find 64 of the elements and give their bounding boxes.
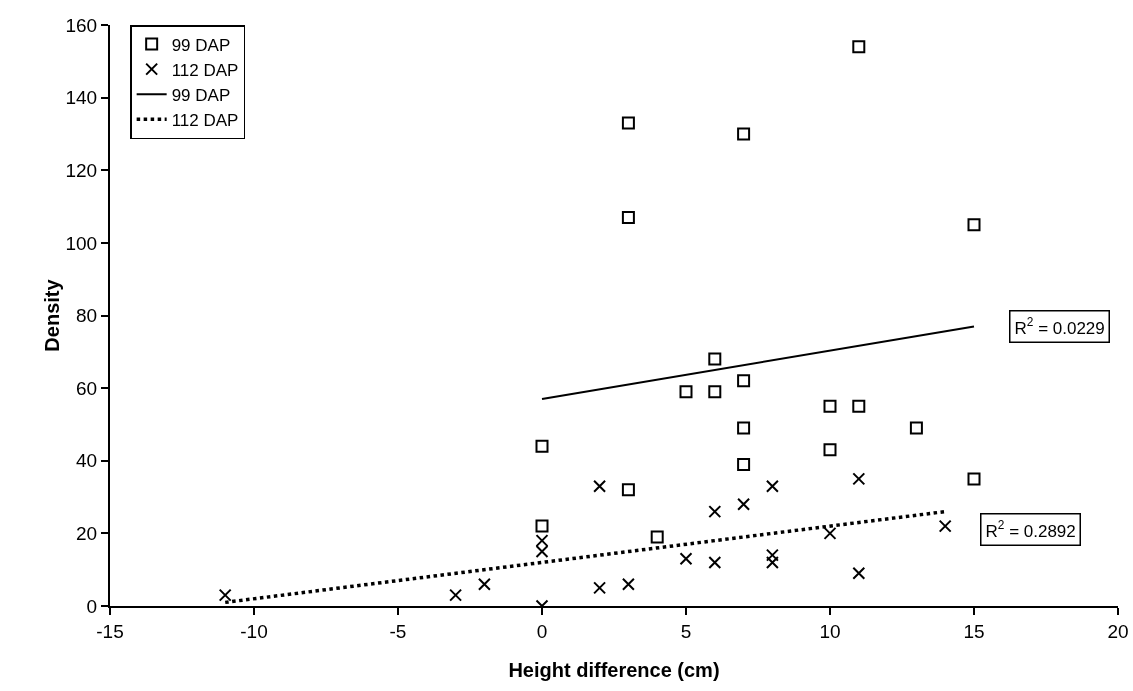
annotation: R$^{2}$ = 0.0229 <box>1014 315 1105 338</box>
y-tick-label: 160 <box>65 14 98 36</box>
x-tick-label: -15 <box>96 620 124 642</box>
point <box>708 352 722 366</box>
legend-label: 99 DAP <box>171 35 231 55</box>
point <box>852 399 866 413</box>
point <box>650 530 664 544</box>
point <box>909 421 923 435</box>
point <box>679 552 693 566</box>
x-tick-label: 5 <box>680 620 692 642</box>
x-tick-label: -10 <box>240 620 268 642</box>
point <box>852 472 866 486</box>
point <box>621 577 635 591</box>
point <box>737 421 751 435</box>
point <box>621 116 635 130</box>
y-axis-title: Density <box>41 278 63 352</box>
point <box>967 472 981 486</box>
y-tick-label: 100 <box>65 232 98 254</box>
point <box>938 519 952 533</box>
point <box>593 581 607 595</box>
point <box>535 439 549 453</box>
y-tick-label: 0 <box>86 595 98 617</box>
y-tick-label: 140 <box>65 87 98 109</box>
point <box>967 218 981 232</box>
point <box>535 545 549 559</box>
legend-label: 112 DAP <box>171 60 239 80</box>
point <box>535 534 549 548</box>
point <box>765 555 779 569</box>
point <box>708 385 722 399</box>
point <box>765 479 779 493</box>
point <box>737 374 751 388</box>
point <box>449 588 463 602</box>
legend-label: 99 DAP <box>171 85 231 105</box>
y-tick-label: 40 <box>76 450 98 472</box>
y-tick-label: 80 <box>76 305 98 327</box>
point <box>218 588 232 602</box>
y-tick-label: 60 <box>76 377 98 399</box>
y-tick-label: 20 <box>76 523 98 545</box>
legend-label: 112 DAP <box>171 110 239 130</box>
point <box>737 127 751 141</box>
x-tick-label: -5 <box>389 620 407 642</box>
annotation: R$^{2}$ = 0.2892 <box>985 518 1076 541</box>
point <box>737 497 751 511</box>
point <box>737 457 751 471</box>
point <box>535 519 549 533</box>
x-axis-title: Height difference (cm) <box>508 659 720 681</box>
point <box>621 210 635 224</box>
point <box>823 399 837 413</box>
point <box>852 566 866 580</box>
point <box>593 479 607 493</box>
x-tick-label: 0 <box>536 620 548 642</box>
x-tick-label: 15 <box>963 620 985 642</box>
point <box>708 505 722 519</box>
point <box>621 483 635 497</box>
point <box>708 555 722 569</box>
point <box>477 577 491 591</box>
point <box>765 548 779 562</box>
point <box>823 526 837 540</box>
point <box>679 385 693 399</box>
point <box>823 443 837 457</box>
point <box>852 40 866 54</box>
x-tick-label: 10 <box>819 620 841 642</box>
x-tick-label: 20 <box>1107 620 1129 642</box>
y-tick-label: 120 <box>65 159 98 181</box>
